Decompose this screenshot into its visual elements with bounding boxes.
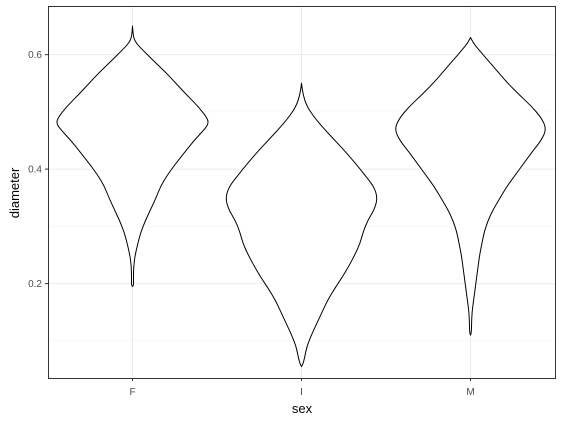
x-tick-label: I <box>300 387 303 398</box>
violins <box>56 25 546 368</box>
y-tick-label: 0.4 <box>28 165 42 176</box>
violin-M <box>395 36 546 336</box>
y-axis-title: diameter <box>7 167 22 218</box>
y-tick-label: 0.6 <box>28 50 42 61</box>
violin-I <box>225 82 378 368</box>
x-tick-label: F <box>129 387 135 398</box>
y-axis: 0.2 0.4 0.6 <box>28 50 48 290</box>
violin-F <box>56 25 209 287</box>
y-tick-label: 0.2 <box>28 279 42 290</box>
x-tick-label: M <box>466 387 474 398</box>
x-axis-title: sex <box>292 401 313 416</box>
